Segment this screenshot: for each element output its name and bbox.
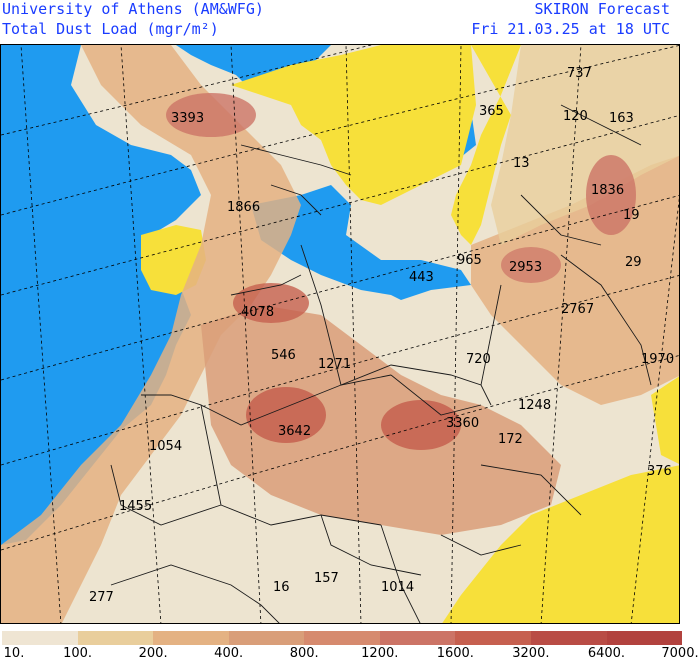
legend-tick: 1200. — [361, 646, 399, 661]
dust-core-britain — [166, 93, 256, 137]
north-sea — [176, 45, 331, 90]
graticule — [1, 45, 679, 623]
legend-swatch — [228, 631, 305, 645]
dust-value-label: 376 — [647, 464, 672, 479]
dust-value-label: 13 — [513, 156, 530, 171]
dust-value-label: 1970 — [641, 352, 674, 367]
dust-plume-arabia — [491, 45, 679, 245]
dust-value-label: 965 — [457, 253, 482, 268]
dust-plume-sahara — [201, 305, 561, 535]
dust-core-sahara-east — [381, 400, 461, 450]
dust-value-label: 737 — [567, 66, 592, 81]
legend-tick: 100. — [63, 646, 93, 661]
legend-swatch — [304, 631, 380, 645]
dust-plume-west — [1, 45, 301, 623]
legend-tick: 7000. — [661, 646, 699, 661]
dust-core-algeria — [233, 283, 309, 323]
dust-value-label: 19 — [623, 208, 640, 223]
dust-value-label: 163 — [609, 111, 634, 126]
legend-swatch — [153, 631, 229, 645]
legend-tick: 10. — [3, 646, 25, 661]
dust-value-label: 2767 — [561, 302, 594, 317]
legend-swatch — [455, 631, 531, 645]
dust-value-label: 2953 — [509, 260, 542, 275]
legend-swatch — [2, 631, 78, 645]
atlantic-ocean — [1, 45, 201, 545]
dust-value-label: 1054 — [149, 439, 182, 454]
dust-value-label: 3642 — [278, 424, 311, 439]
legend-tick: 6400. — [587, 646, 626, 661]
dust-value-label: 3360 — [446, 416, 479, 431]
country-borders — [110, 104, 652, 623]
dust-value-label: 1014 — [381, 580, 414, 595]
header-title: University of Athens (AM&WFG) — [2, 0, 264, 18]
dust-value-label: 443 — [409, 270, 434, 285]
dust-value-label: 1248 — [518, 398, 551, 413]
legend-swatch — [77, 631, 154, 645]
header-subtitle: Total Dust Load (mgr/m²) — [2, 20, 219, 38]
low-dust-africa-east — [442, 465, 679, 623]
dust-value-label: 546 — [271, 348, 296, 363]
dust-value-label: 277 — [89, 590, 114, 605]
dust-core-levant — [501, 247, 561, 283]
dust-value-label: 29 — [625, 255, 642, 270]
dust-map: 737 3393 365 120 163 13 1836 19 1866 29 965 443 2953… — [0, 44, 680, 624]
dust-value-label: 4078 — [241, 305, 274, 320]
dust-value-label: 1836 — [591, 183, 624, 198]
dust-value-label: 1271 — [318, 357, 351, 372]
dust-value-label: 3393 — [171, 111, 204, 126]
dust-core-sahara-west — [246, 387, 326, 443]
legend-tick-labels: 10. 100. 200. 400. 800. 1200. 1600. 3200. 6400. 7… — [0, 646, 700, 662]
dust-value-label: 120 — [563, 109, 588, 124]
color-legend — [2, 631, 683, 645]
mediterranean-sea — [251, 185, 471, 300]
dust-value-label: 720 — [466, 352, 491, 367]
dust-value-label: 1455 — [119, 499, 152, 514]
low-dust-northeast — [451, 45, 521, 245]
dust-value-labels: 737 3393 365 120 163 13 1836 19 1866 29 965 443 2953… — [89, 66, 674, 605]
legend-tick: 400. — [214, 646, 244, 661]
dust-value-label: 157 — [314, 571, 339, 586]
legend-tick: 3200. — [512, 646, 550, 661]
dust-value-label: 172 — [498, 432, 523, 447]
legend-swatch — [379, 631, 456, 645]
legend-tick: 1600. — [436, 646, 474, 661]
legend-tick: 800. — [289, 646, 319, 661]
dust-value-label: 16 — [273, 580, 290, 595]
legend-swatch — [530, 631, 607, 645]
legend-swatch — [606, 631, 683, 645]
dust-value-label: 1866 — [227, 200, 260, 215]
dust-core-mesopotamia — [586, 155, 636, 235]
low-dust-europe — [231, 45, 476, 205]
legend-tick: 200. — [138, 646, 168, 661]
low-dust-corner — [651, 376, 679, 464]
header-forecast-name: SKIRON Forecast — [534, 0, 670, 18]
map-canvas: 737 3393 365 120 163 13 1836 19 1866 29 965 443 2953… — [1, 45, 679, 623]
header-forecast-time: Fri 21.03.25 at 18 UTC — [471, 20, 670, 38]
dust-value-label: 365 — [479, 104, 504, 119]
